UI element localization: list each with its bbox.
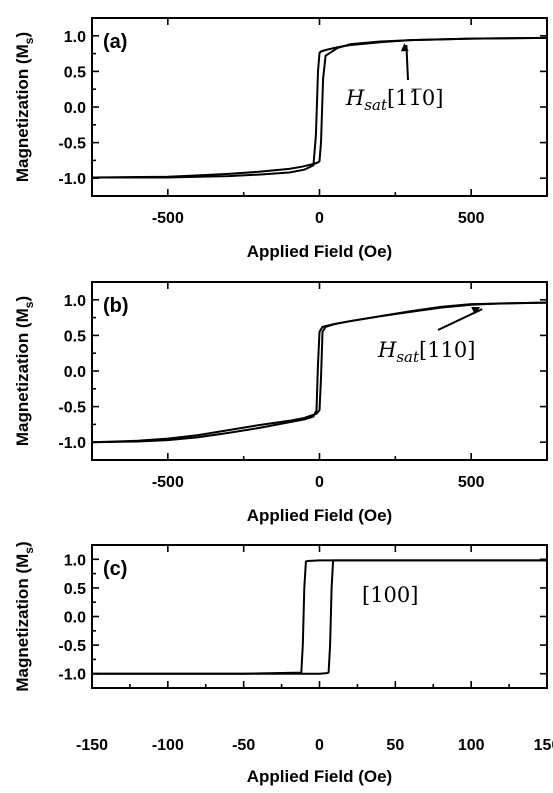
direction-annotation: [100] xyxy=(362,583,418,607)
x-tick-label: -500 xyxy=(152,210,184,227)
y-axis-label: Magnetization (Ms) xyxy=(13,541,36,691)
y-tick-label: -0.5 xyxy=(58,400,86,417)
y-axis-label: Magnetization (Ms) xyxy=(13,296,36,446)
x-tick-label: -500 xyxy=(152,474,184,491)
y-tick-label: 1.0 xyxy=(64,293,86,310)
y-tick-label: -1.0 xyxy=(58,171,86,188)
y-tick-label: 1.0 xyxy=(64,29,86,46)
annotation-arrow-head xyxy=(400,43,409,52)
panel-a: -500 0 500 1.0 0.5 0.0 -0.5 -1.0 (a) Applied Fiel… xyxy=(13,17,548,261)
x-axis-label: Applied Field (Oe) xyxy=(247,242,392,261)
y-tick-label: 0.0 xyxy=(64,610,86,627)
panel-b: -500 0 500 1.0 0.5 0.0 -0.5 -1.0 (b) Applied Fiel… xyxy=(13,281,548,525)
x-tick-label: 500 xyxy=(458,210,485,227)
hysteresis-branch-2 xyxy=(91,301,548,444)
y-tick-label: 0.5 xyxy=(64,328,86,345)
hysteresis-branch-2 xyxy=(91,36,548,179)
x-tick-label: 150 xyxy=(534,737,553,754)
hysteresis-branch-1 xyxy=(92,559,547,675)
x-tick-label: 500 xyxy=(458,474,485,491)
panel-label: (c) xyxy=(103,558,127,580)
x-axis-label: Applied Field (Oe) xyxy=(247,506,392,525)
hysteresis-branch-1 xyxy=(91,301,548,444)
y-tick-label: 0.0 xyxy=(64,100,86,117)
x-tick-label: -150 xyxy=(76,737,108,754)
plot-frame xyxy=(91,17,548,197)
x-axis-label: Applied Field (Oe) xyxy=(247,767,392,786)
y-tick-label: 0.0 xyxy=(64,364,86,381)
hysteresis-branch-2 xyxy=(92,559,547,675)
x-tick-label: 0 xyxy=(315,474,324,491)
panel-label: (b) xyxy=(103,295,129,317)
y-tick-label: -1.0 xyxy=(58,435,86,452)
panel-label: (a) xyxy=(103,31,127,53)
x-tick-label: 100 xyxy=(458,737,485,754)
y-tick-label: -0.5 xyxy=(58,638,86,655)
x-tick-label: 50 xyxy=(386,737,404,754)
y-tick-label: 1.0 xyxy=(64,552,86,569)
x-tick-label: 0 xyxy=(315,737,324,754)
y-tick-label: -1.0 xyxy=(58,667,86,684)
y-tick-label: -0.5 xyxy=(58,136,86,153)
x-tick-label: -50 xyxy=(232,737,255,754)
y-axis-label: Magnetization (Ms) xyxy=(13,32,36,182)
direction-annotation: Hsat[110] xyxy=(377,338,475,366)
direction-annotation: Hsat[11̅0] xyxy=(345,86,443,114)
x-tick-label: -100 xyxy=(152,737,184,754)
annotation-arrow-head xyxy=(471,306,481,315)
x-tick-label: 0 xyxy=(315,210,324,227)
y-tick-label: 0.5 xyxy=(64,581,86,598)
panel-c: -150 -100 -50 0 50 100 150 1.0 0.5 0.0 -0.5 -1.0 (c)… xyxy=(13,541,553,786)
y-tick-label: 0.5 xyxy=(64,64,86,81)
plot-frame xyxy=(91,544,548,689)
